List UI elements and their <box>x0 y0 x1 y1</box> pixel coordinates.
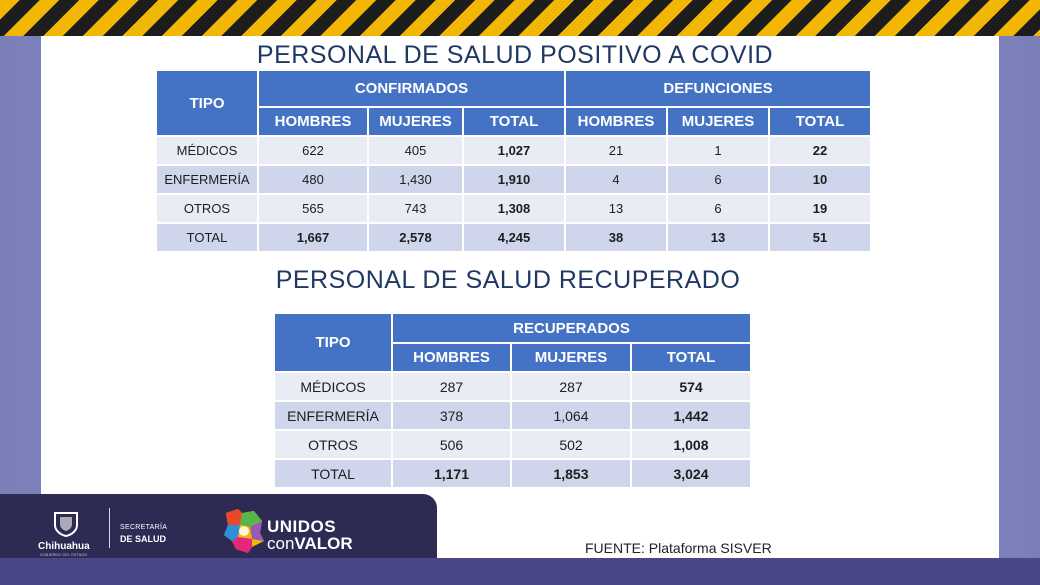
row-label: OTROS <box>273 429 393 460</box>
cell-total: 51 <box>768 222 873 253</box>
cell: 38 <box>564 222 669 253</box>
slogan-con: con <box>267 534 295 553</box>
row-label: TOTAL <box>273 458 393 489</box>
cell: 1,430 <box>367 164 464 195</box>
cell: 565 <box>257 193 369 224</box>
cell: 287 <box>510 371 632 402</box>
source-note: FUENTE: Plataforma SISVER <box>585 540 772 556</box>
table-row: OTROS 506 502 1,008 <box>273 429 752 460</box>
footer-strip <box>0 558 1040 585</box>
slide-canvas: PERSONAL DE SALUD POSITIVO A COVID TIPO … <box>41 36 999 558</box>
state-subtitle: GOBIERNO DEL ESTADO <box>40 553 88 557</box>
cell: 6 <box>666 164 771 195</box>
header-confirmados-mujeres: MUJERES <box>367 106 464 137</box>
secretaria-label: SECRETARÍA <box>120 524 168 531</box>
cell: 1,667 <box>257 222 369 253</box>
table-row: ENFERMERÍA 378 1,064 1,442 <box>273 400 752 431</box>
cell: 405 <box>367 135 464 166</box>
cell: 2,578 <box>367 222 464 253</box>
header-confirmados: CONFIRMADOS <box>256 69 567 108</box>
cell-total: 1,027 <box>461 135 567 166</box>
header-defunciones: DEFUNCIONES <box>564 69 873 108</box>
table-row-total: TOTAL 1,171 1,853 3,024 <box>273 458 752 489</box>
row-label: ENFERMERÍA <box>155 164 259 195</box>
cell: 480 <box>257 164 369 195</box>
header-recuperados-total: TOTAL <box>630 342 752 373</box>
cell: 13 <box>666 222 771 253</box>
cell: 6 <box>666 193 771 224</box>
row-label: TOTAL <box>155 222 259 253</box>
row-label: OTROS <box>155 193 259 224</box>
cell-total: 1,910 <box>461 164 567 195</box>
cell: 743 <box>367 193 464 224</box>
header-defunciones-mujeres: MUJERES <box>666 106 771 137</box>
header-defunciones-hombres: HOMBRES <box>564 106 669 137</box>
de-salud-label: DE SALUD <box>120 534 167 544</box>
cell: 1 <box>666 135 771 166</box>
table-row: ENFERMERÍA 480 1,430 1,910 4 6 10 <box>155 164 873 195</box>
cell-total: 4,245 <box>461 222 567 253</box>
cell: 506 <box>391 429 512 460</box>
header-tipo: TIPO <box>273 312 393 373</box>
table-positive-covid: TIPO CONFIRMADOS DEFUNCIONES HOMBRES MUJ… <box>155 69 873 253</box>
cell-total: 1,308 <box>461 193 567 224</box>
cell: 4 <box>564 164 669 195</box>
cell: 378 <box>391 400 512 431</box>
title-positive-covid: PERSONAL DE SALUD POSITIVO A COVID <box>256 41 774 69</box>
table-row: OTROS 565 743 1,308 13 6 19 <box>155 193 873 224</box>
cell: 287 <box>391 371 512 402</box>
cell-total: 19 <box>768 193 873 224</box>
footer-divider <box>109 508 110 548</box>
state-name: Chihuahua <box>38 541 90 552</box>
header-confirmados-total: TOTAL <box>461 106 567 137</box>
header-recuperados-mujeres: MUJERES <box>510 342 632 373</box>
cell: 1,853 <box>510 458 632 489</box>
header-confirmados-hombres: HOMBRES <box>257 106 369 137</box>
slogan-valor: VALOR <box>294 534 353 553</box>
slogan-con-valor: conVALOR <box>267 534 353 554</box>
slogan-unidos: UNIDOS <box>267 517 337 536</box>
cell-total: 10 <box>768 164 873 195</box>
state-shield-icon <box>54 512 78 537</box>
header-tipo: TIPO <box>155 69 259 137</box>
cell: 622 <box>257 135 369 166</box>
header-defunciones-total: TOTAL <box>768 106 873 137</box>
cell-total: 1,008 <box>630 429 752 460</box>
table-row: MÉDICOS 287 287 574 <box>273 371 752 402</box>
cell-total: 1,442 <box>630 400 752 431</box>
cell-total: 22 <box>768 135 873 166</box>
cell: 21 <box>564 135 669 166</box>
cell: 1,064 <box>510 400 632 431</box>
table-recuperado: TIPO RECUPERADOS HOMBRES MUJERES TOTAL M… <box>273 312 752 489</box>
title-recuperado: PERSONAL DE SALUD RECUPERADO <box>275 266 741 294</box>
footer-branding: Chihuahua GOBIERNO DEL ESTADO SECRETARÍA… <box>0 494 437 562</box>
table-row-total: TOTAL 1,667 2,578 4,245 38 13 51 <box>155 222 873 253</box>
table-row: MÉDICOS 622 405 1,027 21 1 22 <box>155 135 873 166</box>
state-map-icon <box>224 509 264 553</box>
cell-total: 3,024 <box>630 458 752 489</box>
row-label: ENFERMERÍA <box>273 400 393 431</box>
header-recuperados-hombres: HOMBRES <box>391 342 512 373</box>
cell: 502 <box>510 429 632 460</box>
header-recuperados: RECUPERADOS <box>391 312 752 344</box>
cell-total: 574 <box>630 371 752 402</box>
hazard-stripe-banner <box>0 0 1040 36</box>
cell: 13 <box>564 193 669 224</box>
row-label: MÉDICOS <box>273 371 393 402</box>
row-label: MÉDICOS <box>155 135 259 166</box>
cell: 1,171 <box>391 458 512 489</box>
